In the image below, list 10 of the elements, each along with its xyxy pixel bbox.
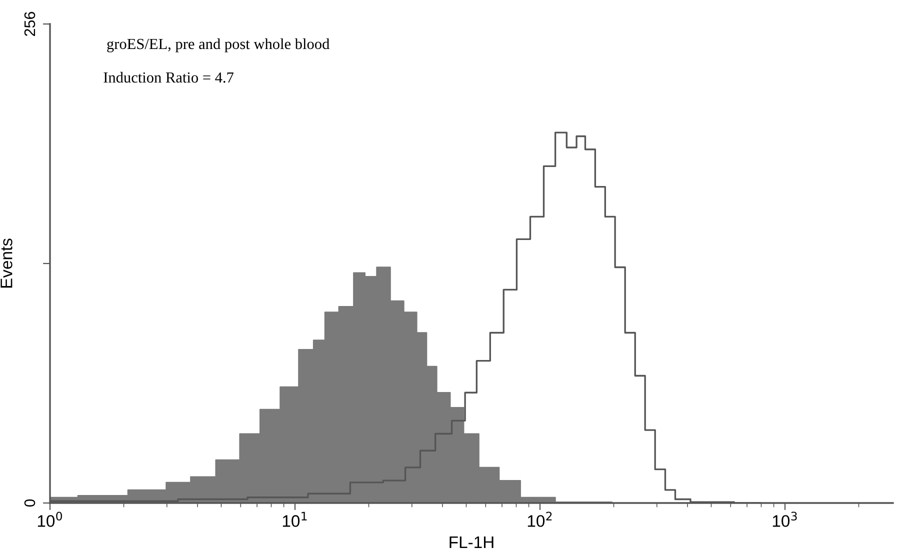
x-tick-label: 10$^{0}$ bbox=[38, 512, 62, 527]
x-tick-label: 10$^{2}$ bbox=[528, 512, 552, 527]
y-tick-label: 0 bbox=[24, 499, 36, 507]
x-tick-label: 10$^{1}$ bbox=[282, 512, 307, 527]
annotation: Induction Ratio = 4.7 bbox=[104, 72, 234, 83]
annotation: groES/EL, pre and post whole blood bbox=[107, 38, 330, 52]
x-tick-label: 10$^{3}$ bbox=[772, 512, 797, 527]
y-axis-title: Events bbox=[0, 238, 12, 288]
x-axis-title: FL-1H bbox=[450, 536, 494, 548]
y-tick-label: 256 bbox=[24, 12, 36, 36]
